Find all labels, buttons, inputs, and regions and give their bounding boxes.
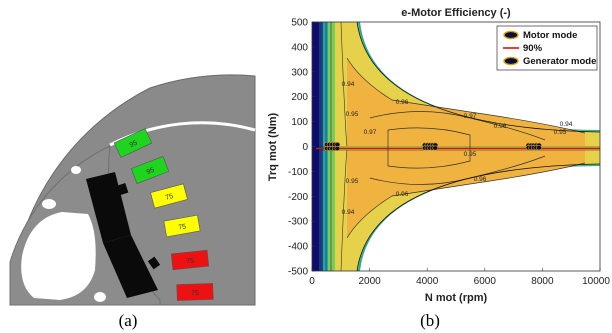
x-tick-label: 10000: [582, 276, 610, 287]
plot-area: 0.960.970.950.940.960.970.950.940.960.96…: [288, 18, 610, 288]
panel-label-a: (a): [119, 311, 138, 330]
contour-label: 0.95: [554, 129, 567, 136]
rotor-hole: [21, 212, 96, 300]
stator-slot: 75: [150, 183, 188, 209]
contour-label: 0.95: [346, 178, 359, 185]
slot-fill: [150, 183, 188, 209]
y-tick-label: 400: [291, 42, 308, 53]
contour-label: 0.96: [396, 99, 409, 106]
operating-point-markers: [324, 142, 542, 151]
legend-label: 90%: [523, 43, 543, 54]
contour-line: [340, 22, 348, 147]
stator-slot: 95: [113, 128, 153, 158]
x-tick-label: 4000: [416, 276, 439, 287]
slot-label: 75: [191, 290, 199, 297]
rotor-magnet: [86, 172, 131, 243]
y-tick-label: -400: [288, 242, 308, 253]
contour-line: [356, 163, 600, 271]
y-tick-label: -200: [288, 192, 308, 203]
contour-fill-yellow: [335, 22, 600, 271]
contour-line: [346, 162, 586, 239]
y-tick-label: 100: [291, 117, 308, 128]
efficiency-map: 0.960.970.950.940.960.970.950.940.960.96…: [312, 22, 600, 271]
contour-label: 0.94: [342, 81, 355, 88]
y-tick-label: 500: [291, 18, 308, 29]
contour-line: [356, 22, 600, 133]
chart-legend: Motor mode 90% Generator mode: [496, 25, 598, 71]
chart-title: e-Motor Efficiency (-): [401, 7, 511, 19]
generator-mode-marker: [536, 145, 542, 151]
y-tick-label: -500: [288, 267, 308, 278]
contour-line: [340, 149, 348, 271]
contour-label: 0.94: [342, 209, 355, 216]
rotor-small-hole: [71, 166, 81, 174]
stator-slot: 75: [170, 249, 210, 271]
contour-label: 0.96: [474, 176, 487, 183]
panel-label-b: (b): [420, 311, 440, 330]
slot-label: 75: [165, 193, 174, 202]
y-axis-label: Trq mot (Nm): [267, 112, 279, 181]
x-tick-label: 2000: [358, 276, 381, 287]
slot-fill: [176, 283, 214, 301]
slot-label: 95: [129, 139, 139, 149]
slot-label: 95: [146, 167, 156, 176]
stator-slot: 95: [130, 156, 170, 184]
x-axis-label: N mot (rpm): [425, 292, 488, 304]
slot-fill: [130, 156, 170, 184]
contour-label: 0.97: [464, 113, 477, 120]
rotor-magnet-small: [117, 183, 129, 195]
y-tick-label: -300: [288, 217, 308, 228]
contour-fill-orange-bottom: [347, 150, 585, 238]
rotor-magnet-small: [147, 256, 161, 270]
stator-slots: 95 95 75 75 75 75: [113, 128, 214, 301]
x-tick-label: 8000: [531, 276, 554, 287]
generator-mode-marker: [334, 145, 341, 151]
contour-label: 0.94: [560, 121, 573, 128]
x-tick-label: 6000: [474, 276, 497, 287]
slot-fill: [113, 128, 153, 158]
slot-label: 75: [178, 223, 187, 231]
legend-label: Motor mode: [523, 30, 577, 41]
contour-labels: 0.960.970.950.940.960.970.950.940.960.96…: [342, 81, 573, 216]
contour-label: 0.95: [464, 151, 477, 158]
contour-label: 0.96: [494, 123, 507, 130]
y-tick-label: 200: [291, 92, 308, 103]
y-tick-label: 0: [302, 142, 308, 153]
contour-line: [346, 57, 586, 134]
generator-mode-marker: [432, 145, 439, 151]
stator-slot: 75: [176, 283, 214, 301]
contour-label: 0.97: [364, 129, 377, 136]
y-tick-label: -100: [288, 167, 308, 178]
contour-fill-orange-top: [347, 58, 585, 146]
slot-fill: [163, 214, 201, 238]
slot-fill: [170, 249, 210, 271]
rotor-small-hole: [94, 292, 106, 302]
legend-label: Generator mode: [523, 56, 596, 67]
motor-cross-section: [9, 74, 256, 306]
x-tick-label: 0: [309, 276, 315, 287]
rotor-small-hole: [42, 199, 56, 209]
rotor-magnet: [103, 235, 158, 298]
contour-line: [387, 127, 471, 169]
y-tick-label: 300: [291, 67, 308, 78]
x-axis: 0 2000 4000 6000 8000 10000: [309, 268, 610, 287]
contour-label: 0.96: [396, 191, 409, 198]
contour-label: 0.95: [346, 111, 359, 118]
stator-slot: 75: [163, 214, 201, 238]
ellipse-marker-icon: [503, 30, 519, 40]
slot-label: 75: [186, 258, 195, 266]
ellipse-marker-icon: [503, 56, 519, 66]
y-axis: 500 400 300 200 100 0 -100 -200 -300 -400 -500: [288, 18, 315, 278]
